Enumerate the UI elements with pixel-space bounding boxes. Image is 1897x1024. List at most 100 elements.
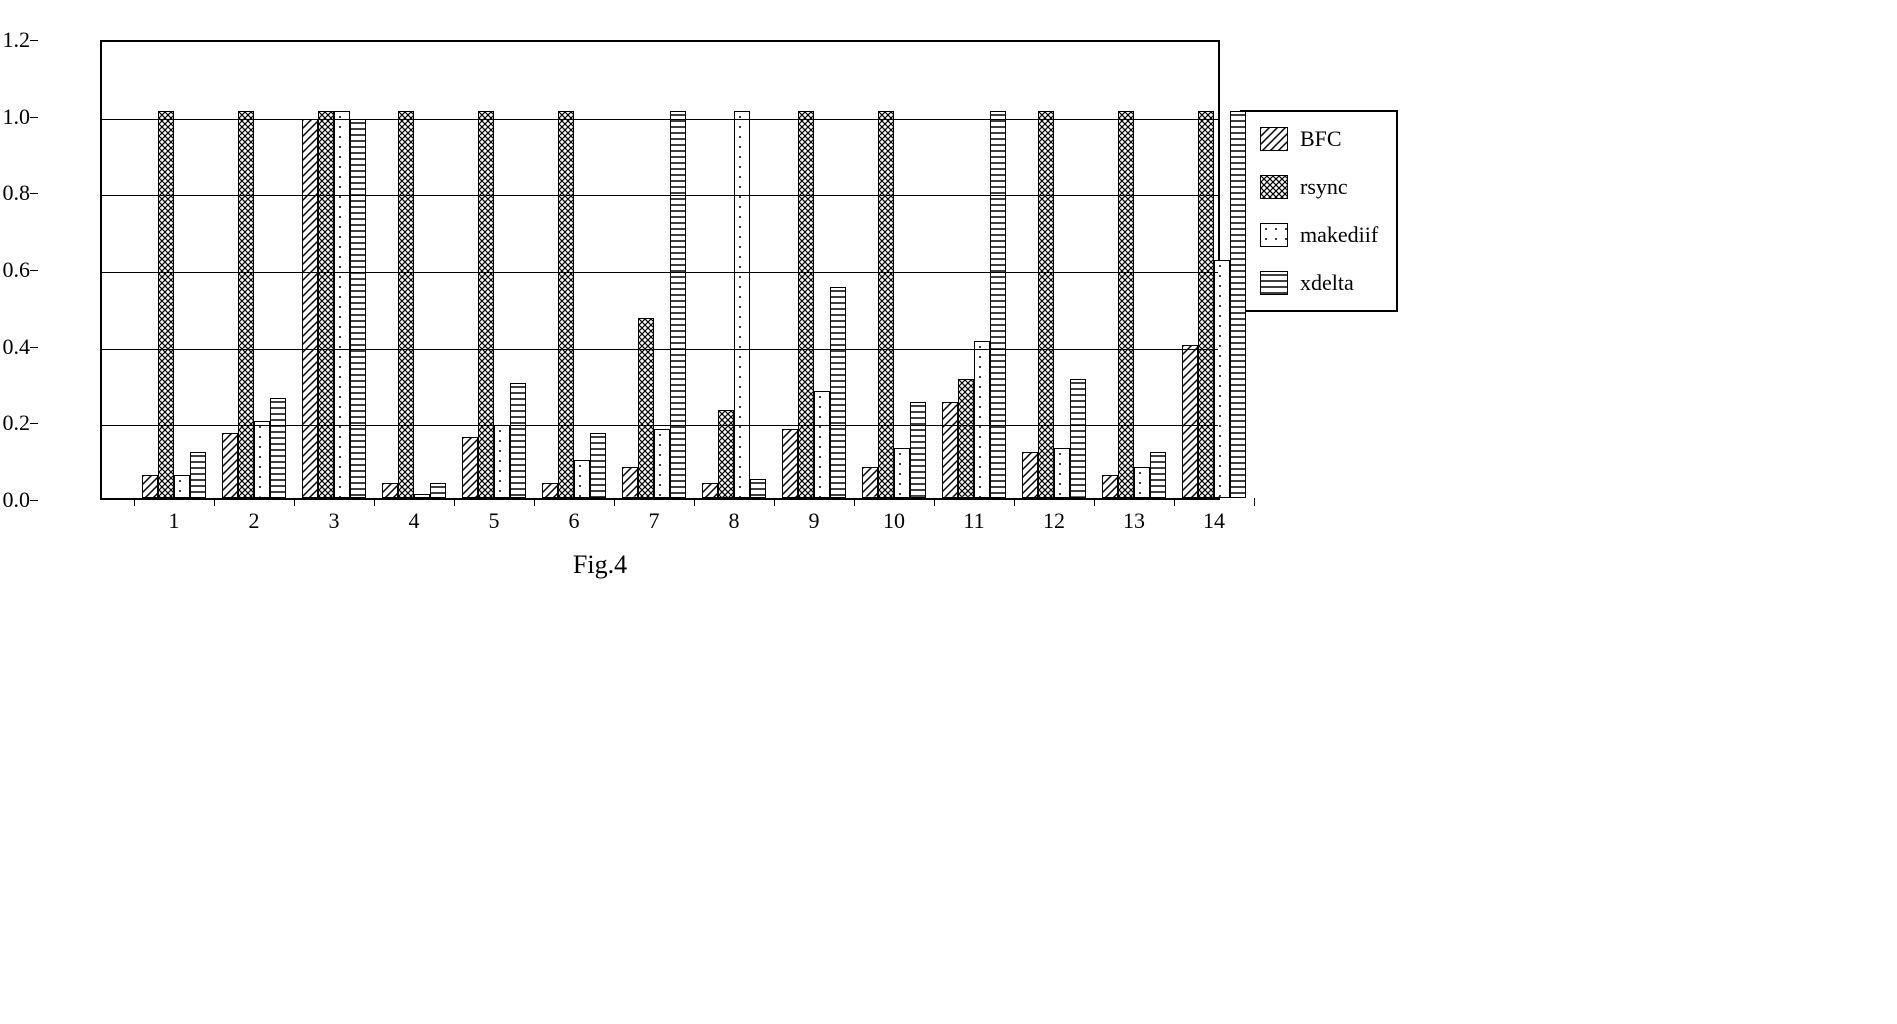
y-tick — [30, 500, 38, 501]
legend-swatch-icon — [1260, 175, 1288, 199]
bar-bfc — [702, 483, 718, 498]
bar-bfc — [1102, 475, 1118, 498]
bar-xdelta — [590, 433, 606, 498]
grid-line — [102, 425, 1218, 426]
y-tick-label: 0.8 — [3, 180, 31, 206]
bar-bfc — [462, 437, 478, 498]
bar-xdelta — [1070, 379, 1086, 498]
bar-bfc — [622, 467, 638, 498]
bar-rsync — [238, 111, 254, 498]
bar-bfc — [222, 433, 238, 498]
x-tick — [854, 498, 855, 506]
bar-xdelta — [270, 398, 286, 498]
y-tick — [30, 423, 38, 424]
x-tick — [1174, 498, 1175, 506]
x-tick-label: 14 — [1203, 508, 1225, 534]
bar-bfc — [302, 119, 318, 499]
y-tick — [30, 270, 38, 271]
bar-xdelta — [1150, 452, 1166, 498]
bar-rsync — [158, 111, 174, 498]
figure-caption: Fig.4 — [40, 550, 1160, 580]
x-tick — [694, 498, 695, 506]
legend-label: xdelta — [1300, 270, 1354, 296]
bar-bfc — [142, 475, 158, 498]
x-tick-label: 13 — [1123, 508, 1145, 534]
bar-xdelta — [830, 287, 846, 498]
y-tick-label: 0.0 — [3, 487, 31, 513]
bar-makediif — [574, 460, 590, 498]
bar-rsync — [958, 379, 974, 498]
legend-swatch-icon — [1260, 271, 1288, 295]
bar-bfc — [1022, 452, 1038, 498]
legend-item-xdelta: xdelta — [1260, 270, 1378, 296]
bar-bfc — [542, 483, 558, 498]
x-tick-label: 2 — [249, 508, 260, 534]
bar-rsync — [1038, 111, 1054, 498]
grid-line — [102, 349, 1218, 350]
x-tick-label: 9 — [809, 508, 820, 534]
bar-makediif — [254, 421, 270, 498]
bar-makediif — [1054, 448, 1070, 498]
x-tick — [454, 498, 455, 506]
y-tick-label: 0.4 — [3, 334, 31, 360]
x-tick-label: 5 — [489, 508, 500, 534]
x-tick — [1094, 498, 1095, 506]
bar-makediif — [174, 475, 190, 498]
legend-swatch-icon — [1260, 223, 1288, 247]
grid-line — [102, 195, 1218, 196]
x-tick-label: 1 — [169, 508, 180, 534]
legend-label: makediif — [1300, 222, 1378, 248]
bar-bfc — [862, 467, 878, 498]
grid-line — [102, 119, 1218, 120]
bar-rsync — [718, 410, 734, 498]
x-tick — [1014, 498, 1015, 506]
x-tick-label: 4 — [409, 508, 420, 534]
y-tick-label: 0.2 — [3, 410, 31, 436]
bar-makediif — [654, 429, 670, 498]
bar-makediif — [974, 341, 990, 498]
bar-makediif — [734, 111, 750, 498]
bar-xdelta — [190, 452, 206, 498]
y-tick-label: 1.2 — [3, 27, 31, 53]
bar-rsync — [878, 111, 894, 498]
bar-makediif — [494, 425, 510, 498]
bar-makediif — [334, 111, 350, 498]
bar-bfc — [782, 429, 798, 498]
bar-bfc — [382, 483, 398, 498]
chart-container: 0.00.20.40.60.81.01.2 123456789101112131… — [40, 40, 1220, 500]
bar-rsync — [798, 111, 814, 498]
bar-rsync — [478, 111, 494, 498]
x-tick — [774, 498, 775, 506]
x-tick — [534, 498, 535, 506]
bar-xdelta — [430, 483, 446, 498]
legend-label: rsync — [1300, 174, 1348, 200]
bars-layer — [102, 42, 1218, 498]
y-axis-labels: 0.00.20.40.60.81.01.2 — [0, 40, 30, 500]
bar-bfc — [1182, 345, 1198, 498]
bar-xdelta — [510, 383, 526, 498]
plot-area: 1234567891011121314 — [100, 40, 1220, 500]
bar-xdelta — [1230, 111, 1246, 498]
x-tick — [1254, 498, 1255, 506]
x-tick — [374, 498, 375, 506]
bar-bfc — [942, 402, 958, 498]
x-tick — [614, 498, 615, 506]
bar-rsync — [1198, 111, 1214, 498]
grid-line — [102, 272, 1218, 273]
legend-label: BFC — [1300, 126, 1342, 152]
legend-item-rsync: rsync — [1260, 174, 1378, 200]
y-tick — [30, 193, 38, 194]
bar-makediif — [894, 448, 910, 498]
bar-makediif — [1214, 260, 1230, 498]
bar-rsync — [318, 111, 334, 498]
figure-container: 0.00.20.40.60.81.01.2 123456789101112131… — [40, 40, 1857, 500]
x-tick-label: 7 — [649, 508, 660, 534]
y-tick-label: 1.0 — [3, 104, 31, 130]
x-tick-label: 12 — [1043, 508, 1065, 534]
y-tick — [30, 117, 38, 118]
x-tick — [214, 498, 215, 506]
y-tick — [30, 347, 38, 348]
x-tick-label: 6 — [569, 508, 580, 534]
bar-xdelta — [350, 119, 366, 499]
bar-makediif — [1134, 467, 1150, 498]
